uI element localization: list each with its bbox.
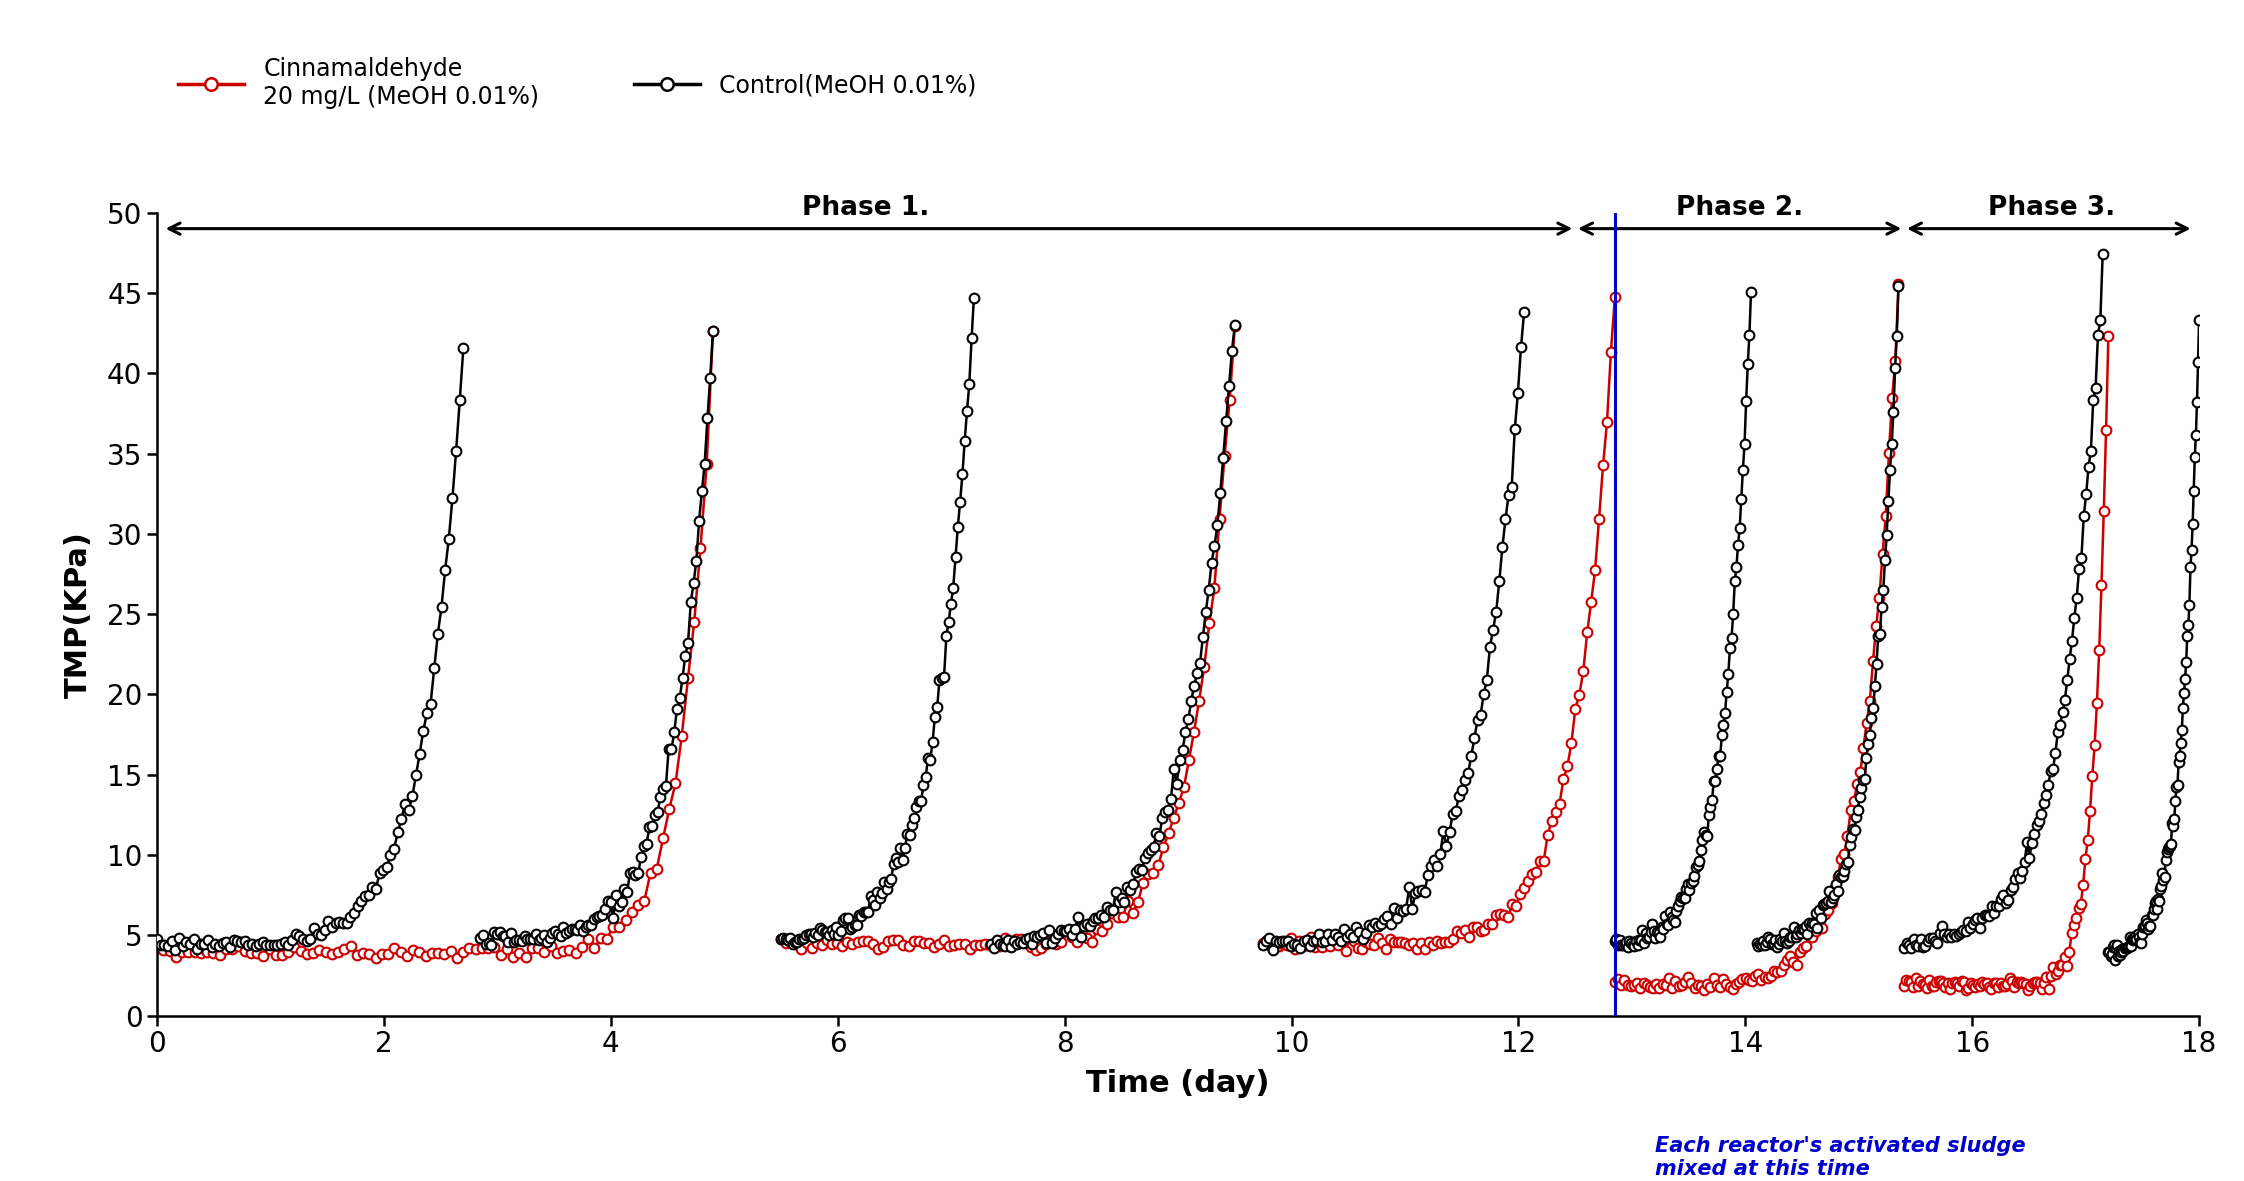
X-axis label: Time (day): Time (day) (1086, 1069, 1270, 1098)
Legend: Cinnamaldehyde
20 mg/L (MeOH 0.01%), Control(MeOH 0.01%): Cinnamaldehyde 20 mg/L (MeOH 0.01%), Con… (168, 47, 985, 118)
Text: Phase 1.: Phase 1. (803, 195, 929, 221)
Text: Phase 3.: Phase 3. (1988, 195, 2116, 221)
Text: Phase 2.: Phase 2. (1676, 195, 1804, 221)
Text: Each reactor's activated sludge
mixed at this time: Each reactor's activated sludge mixed at… (1654, 1136, 2024, 1180)
Y-axis label: TMP(KPa): TMP(KPa) (65, 530, 92, 698)
